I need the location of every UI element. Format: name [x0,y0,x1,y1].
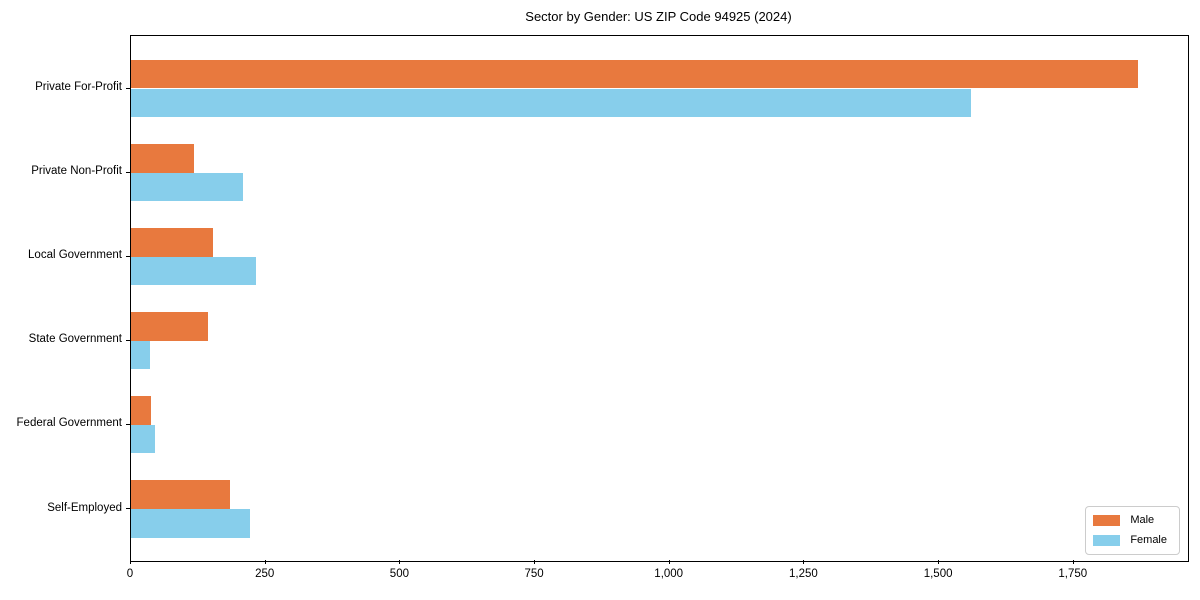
y-tick-label-local-government: Local Government [28,249,122,262]
y-tick-private-non-profit [126,171,130,173]
x-tick-label-1750: 1,750 [1058,568,1088,580]
x-tick-250 [264,560,266,564]
x-tick-1500 [938,560,940,564]
bar-male-self-employed [131,480,231,509]
x-tick-label-1250: 1,250 [789,568,818,580]
bar-male-local-government [131,228,213,257]
plot-area: Male Female [130,35,1189,562]
y-tick-label-private-non-profit: Private Non-Profit [31,165,122,178]
bar-female-federal-government [131,424,156,454]
x-tick-label-0: 0 [126,568,134,580]
legend-row-male: Male [1093,514,1167,527]
x-tick-label-250: 250 [255,568,275,580]
y-tick-label-federal-government: Federal Government [16,417,122,430]
x-tick-label-750: 750 [524,568,544,580]
bar-male-federal-government [131,396,151,425]
x-tick-1750 [1072,560,1074,564]
legend-row-female: Female [1093,534,1167,547]
x-tick-0 [130,560,131,564]
bar-female-private-for-profit [131,88,972,118]
legend-swatch-male [1093,515,1121,526]
legend-label-male: Male [1130,514,1155,526]
y-tick-private-for-profit [126,87,130,89]
y-tick-local-government [126,255,130,257]
y-tick-state-government [126,339,130,341]
x-tick-750 [534,560,536,564]
x-tick-1000 [668,560,670,564]
bar-female-local-government [131,256,256,286]
bar-male-state-government [131,312,208,341]
chart-title: Sector by Gender: US ZIP Code 94925 (202… [525,9,792,24]
legend-label-female: Female [1130,534,1167,546]
bar-female-self-employed [131,509,251,538]
x-tick-500 [399,560,401,564]
x-tick-label-500: 500 [389,568,409,580]
bar-female-private-non-profit [131,172,244,202]
y-tick-label-private-for-profit: Private For-Profit [35,81,122,93]
x-tick-label-1500: 1,500 [923,568,953,580]
legend-swatch-female [1093,535,1121,546]
y-tick-self-employed [126,508,130,509]
x-tick-1250 [803,560,805,564]
bar-male-private-for-profit [131,59,1139,89]
bar-female-state-government [131,340,151,370]
bar-male-private-non-profit [131,144,194,173]
y-tick-label-state-government: State Government [28,333,122,346]
y-tick-label-self-employed: Self-Employed [47,501,122,514]
y-tick-federal-government [126,423,130,425]
legend: Male Female [1085,506,1180,555]
x-tick-label-1000: 1,000 [654,568,684,580]
